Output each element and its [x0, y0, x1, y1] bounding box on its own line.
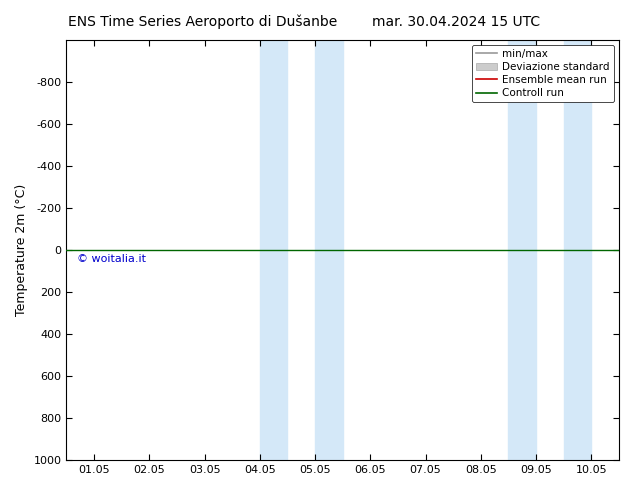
Bar [508, 40, 536, 460]
Bar [315, 40, 343, 460]
Text: mar. 30.04.2024 15 UTC: mar. 30.04.2024 15 UTC [372, 15, 541, 29]
Legend: min/max, Deviazione standard, Ensemble mean run, Controll run: min/max, Deviazione standard, Ensemble m… [472, 45, 614, 102]
Bar [564, 40, 592, 460]
Y-axis label: Temperature 2m (°C): Temperature 2m (°C) [15, 184, 28, 316]
Bar [260, 40, 287, 460]
Text: ENS Time Series Aeroporto di Dušanbe: ENS Time Series Aeroporto di Dušanbe [68, 15, 337, 29]
Text: © woitalia.it: © woitalia.it [77, 254, 146, 264]
